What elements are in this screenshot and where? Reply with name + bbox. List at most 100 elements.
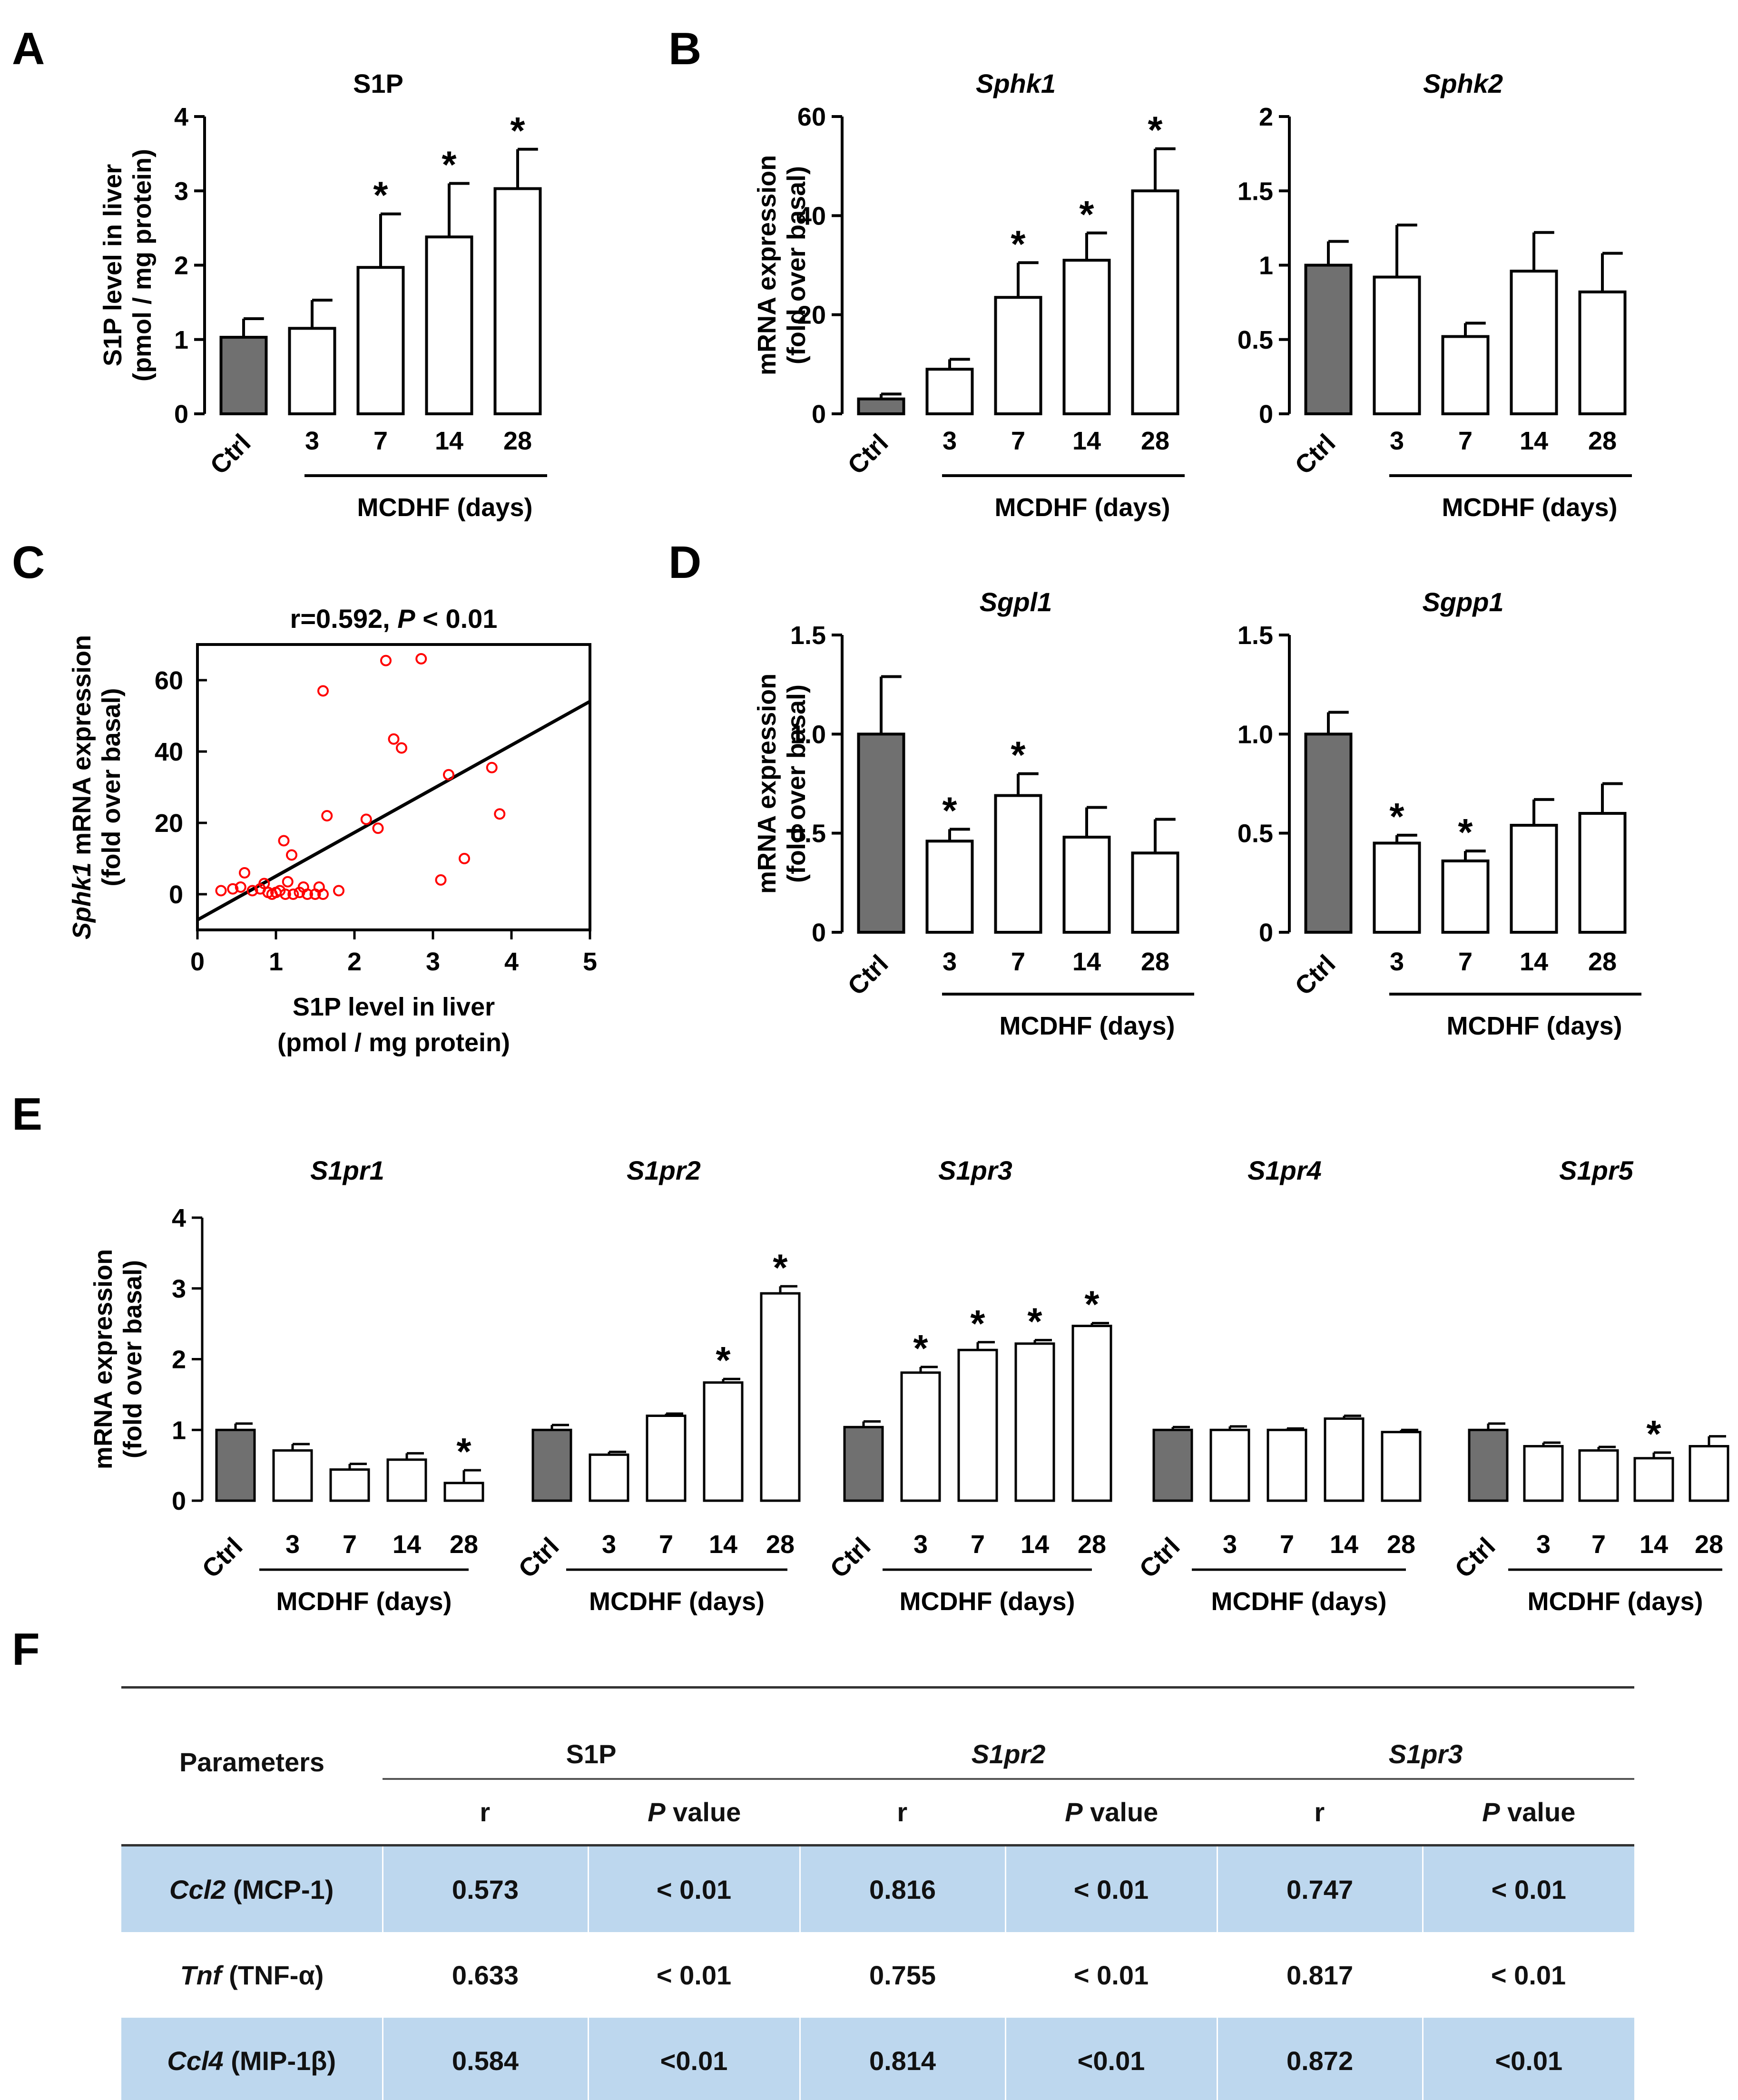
x-category-label: 28: [1588, 947, 1617, 976]
x-category-label: 7: [971, 1530, 985, 1559]
group-header-s1p: S1P: [383, 1686, 800, 1780]
y-tick-label: 20: [797, 301, 826, 330]
bar: [288, 327, 336, 415]
scatter-point: [302, 889, 313, 900]
y-tick-label: 1: [172, 1416, 186, 1445]
y-tick-label: 0: [172, 1487, 186, 1515]
correlation-table: Parameters S1P S1pr2 S1pr3 r P value r P…: [121, 1686, 1635, 2100]
scatter-point: [380, 654, 392, 666]
scatter-point: [287, 889, 299, 900]
scatter-point: [239, 867, 250, 879]
chart-title-e1: S1pr1: [310, 1155, 384, 1185]
x-category-label: 14: [1072, 427, 1101, 455]
r-header: r: [383, 1779, 588, 1846]
x-tick-label: 4: [504, 947, 519, 976]
bar: [1510, 270, 1558, 415]
bar: [1578, 812, 1627, 934]
scatter-point: [435, 874, 447, 886]
y-axis-label: mRNA expression: [753, 155, 781, 375]
y-tick-label: 1.5: [1237, 177, 1273, 205]
chart-title-e4: S1pr4: [1247, 1155, 1322, 1185]
x-category-label: Ctrl: [842, 949, 894, 1001]
significance-star: *: [1389, 795, 1404, 838]
significance-star: *: [970, 1302, 985, 1345]
chart-title-e3: S1pr3: [938, 1155, 1012, 1185]
group-axis-label: MCDHF (days): [1446, 1012, 1622, 1040]
scatter-point: [317, 685, 329, 697]
bar: [994, 794, 1042, 934]
panel-label-f: F: [12, 1624, 40, 1665]
group-axis-label: MCDHF (days): [899, 1587, 1075, 1616]
y-tick-label: 0: [1259, 400, 1273, 429]
p-value-header: P value: [587, 1779, 800, 1846]
bar: [843, 1426, 884, 1502]
r-header: r: [800, 1779, 1006, 1846]
y-tick-label: 60: [155, 666, 183, 695]
x-category-label: Ctrl: [513, 1532, 564, 1583]
bar: [1373, 841, 1421, 934]
scatter-point: [286, 849, 297, 861]
x-tick-label: 2: [347, 947, 362, 976]
scatter-point: [396, 742, 407, 754]
table-cell: < 0.01: [1073, 1960, 1149, 1990]
x-category-label: 3: [602, 1530, 616, 1559]
x-category-label: 14: [1072, 947, 1101, 976]
significance-star: *: [442, 144, 457, 186]
table-cell: 0.633: [452, 1960, 519, 1990]
bar: [589, 1453, 629, 1502]
bar: [386, 1458, 427, 1502]
bar: [215, 1428, 256, 1502]
bar: [1510, 824, 1558, 934]
chart-title-d2: Sgpp1: [1422, 587, 1503, 617]
group-axis-label: MCDHF (days): [589, 1587, 765, 1616]
significance-star: *: [456, 1430, 471, 1473]
y-tick-label: 1.0: [1237, 720, 1273, 749]
table-cell: 0.872: [1216, 2018, 1423, 2100]
group-axis-label: MCDHF (days): [999, 1012, 1175, 1040]
y-tick-label: 40: [797, 202, 826, 230]
significance-star: *: [1646, 1413, 1661, 1455]
scatter-point: [372, 822, 384, 834]
bar: [857, 397, 905, 415]
parameters-header: Parameters: [121, 1686, 383, 1846]
y-tick-label: 0: [812, 400, 826, 429]
x-category-label: Ctrl: [196, 1532, 248, 1583]
panel-label-a: A: [12, 23, 45, 74]
y-tick-label: 0: [812, 918, 826, 947]
x-category-label: 28: [1078, 1530, 1106, 1559]
y-tick-label: 0.5: [790, 820, 826, 848]
x-category-label: Ctrl: [1449, 1532, 1501, 1583]
y-tick-label: 2: [172, 1346, 186, 1374]
bar: [329, 1468, 370, 1502]
group-axis-label: MCDHF (days): [276, 1587, 452, 1616]
scatter-point: [227, 883, 239, 895]
bar: [272, 1449, 313, 1502]
significance-star: *: [1079, 193, 1094, 235]
group-axis-label: MCDHF (days): [1527, 1587, 1703, 1616]
bar: [493, 187, 542, 415]
significance-star: *: [1027, 1300, 1042, 1342]
scatter-point: [494, 808, 506, 820]
group-axis-label: MCDHF (days): [1442, 493, 1617, 522]
group-axis-label: MCDHF (days): [357, 493, 532, 522]
x-category-label: 7: [343, 1530, 357, 1559]
scatter-point: [388, 733, 400, 745]
scatter-point: [258, 878, 270, 889]
scatter-point: [235, 881, 246, 893]
bar: [1152, 1428, 1193, 1502]
scatter-title: r=0.592, P < 0.01: [290, 604, 498, 634]
bar: [1441, 860, 1490, 934]
y-axis-label: (fold over basal): [97, 688, 126, 886]
r-header: r: [1217, 1779, 1423, 1846]
x-category-label: 14: [1520, 427, 1548, 455]
scatter-point: [459, 853, 470, 864]
table-cell: 0.755: [869, 1960, 936, 1990]
bar: [857, 733, 905, 934]
table-row-ccl2: Ccl2 (MCP-1) 0.573 < 0.01 0.816 < 0.01 0…: [121, 1845, 1635, 1932]
x-category-label: 28: [503, 427, 532, 455]
scatter-point: [279, 889, 291, 900]
bar: [1523, 1445, 1564, 1502]
x-category-label: 3: [913, 1530, 928, 1559]
table-cell: < 0.01: [656, 1960, 732, 1990]
